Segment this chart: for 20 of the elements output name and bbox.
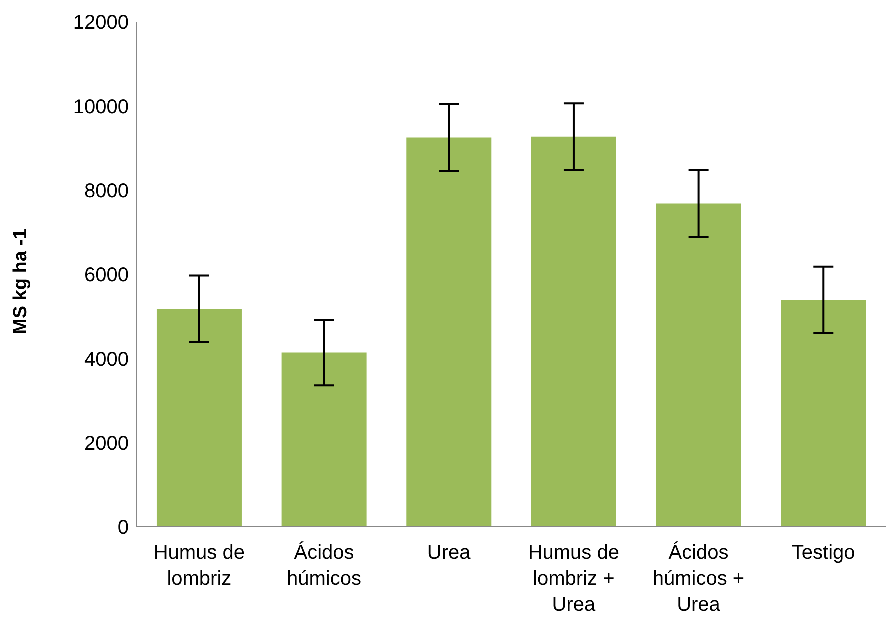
x-tick-label: Ácidos húmicos	[287, 541, 362, 590]
x-tick-label: Humus de lombriz	[154, 542, 245, 590]
x-tick-label: Ácidos húmicos + Urea	[652, 541, 745, 616]
bar	[781, 300, 866, 527]
bar	[406, 138, 492, 527]
y-axis-title: MS kg ha -1	[10, 228, 32, 334]
y-tick-label: 4000	[84, 348, 129, 371]
y-tick-label: 10000	[73, 96, 129, 118]
bar	[656, 204, 742, 527]
y-tick-label: 6000	[84, 264, 129, 287]
bar	[531, 136, 616, 527]
y-tick-label: 8000	[84, 180, 129, 202]
y-tick-label: 0	[118, 517, 129, 540]
y-tick-label: 2000	[84, 432, 129, 455]
bar	[282, 352, 367, 527]
bar	[156, 309, 242, 527]
x-tick-label: Testigo	[792, 542, 856, 564]
x-tick-label: Urea	[427, 542, 472, 564]
y-tick-label: 12000	[73, 12, 129, 34]
x-tick-label: Humus de lombriz + Urea	[528, 542, 620, 616]
